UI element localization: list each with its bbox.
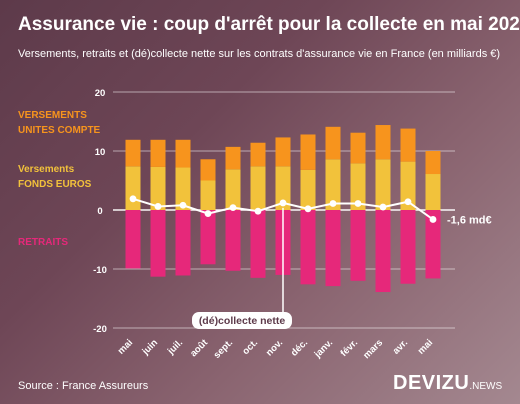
bar-unites-compte <box>325 126 341 160</box>
legend-retraits: RETRAITS <box>18 237 68 248</box>
net-label-box <box>192 312 292 329</box>
bar-fonds-euros <box>150 166 166 210</box>
annotation-layer: (dé)collecte nette -1,6 md€ <box>192 207 492 329</box>
bar-retraits <box>300 210 316 285</box>
bar-layer <box>125 125 441 293</box>
y-tick-label: -20 <box>93 324 107 335</box>
x-tick-label: juil. <box>165 337 185 357</box>
legend-uc-line2: UNITES COMPTE <box>18 125 101 136</box>
bar-unites-compte <box>150 139 166 167</box>
bar-retraits <box>125 210 141 269</box>
bar-unites-compte <box>350 132 366 164</box>
bar-retraits <box>350 210 366 281</box>
bar-retraits <box>250 210 266 278</box>
bar-retraits <box>150 210 166 277</box>
bar-unites-compte <box>200 159 216 181</box>
net-point <box>154 203 162 210</box>
bar-unites-compte <box>425 151 441 175</box>
x-tick-label: mai <box>116 337 135 356</box>
last-value-label: -1,6 md€ <box>447 214 492 226</box>
x-tick-label: févr. <box>339 337 361 359</box>
bar-unites-compte <box>175 139 191 168</box>
brand-logo: DEVIZU.NEWS <box>393 372 502 395</box>
grid-layer: 20 10 0 -10 -20 <box>93 88 455 335</box>
x-tick-label: nov. <box>264 337 285 358</box>
brand-suffix: .NEWS <box>469 381 503 392</box>
x-tick-label: août <box>188 337 211 360</box>
net-line-layer <box>129 195 437 223</box>
bar-fonds-euros <box>275 166 291 210</box>
net-point <box>204 210 212 217</box>
net-point <box>379 203 387 211</box>
net-point <box>429 216 437 223</box>
bar-retraits <box>225 210 241 271</box>
bar-retraits <box>400 210 416 284</box>
y-tick-label: 0 <box>97 206 102 217</box>
brand-name: DEVIZU <box>393 372 470 394</box>
bar-fonds-euros <box>225 169 241 210</box>
x-tick-label: avr. <box>391 337 410 356</box>
chart-subtitle: Versements, retraits et (dé)collecte net… <box>18 48 501 60</box>
net-point <box>279 199 287 207</box>
x-tick-label: oct. <box>240 337 260 357</box>
bar-retraits <box>200 210 216 265</box>
y-tick-label: 20 <box>95 88 106 99</box>
bar-retraits <box>375 210 391 293</box>
bar-fonds-euros <box>250 166 266 210</box>
bar-fonds-euros <box>425 174 441 210</box>
x-tick-label: janv. <box>312 337 335 360</box>
bar-retraits <box>175 210 191 276</box>
x-tick-label: déc. <box>289 337 310 358</box>
x-tick-label: sept. <box>212 337 235 360</box>
net-point <box>404 198 412 206</box>
label-layer: mai juin juil. août sept. oct. nov. déc. janv. fé… <box>116 337 435 361</box>
bar-fonds-euros <box>375 159 391 210</box>
x-tick-label: mai <box>416 337 435 356</box>
chart-title: Assurance vie : coup d'arrêt pour la col… <box>18 14 520 35</box>
legend-fe-line1: Versements <box>18 164 75 175</box>
y-tick-label: -10 <box>93 265 107 276</box>
x-tick-label: juin <box>140 337 161 358</box>
bar-fonds-euros <box>300 169 316 210</box>
net-label-text: (dé)collecte nette <box>199 315 286 327</box>
net-point <box>179 201 187 209</box>
source-note: Source : France Assureurs <box>18 380 149 392</box>
bar-retraits <box>425 210 441 279</box>
legend-uc-line1: VERSEMENTS <box>18 110 87 121</box>
net-point <box>329 200 337 207</box>
bar-unites-compte <box>275 137 291 167</box>
legend-fe-line2: FONDS EUROS <box>18 179 92 190</box>
bar-fonds-euros <box>350 163 366 210</box>
bar-fonds-euros <box>200 180 216 210</box>
net-point <box>254 207 262 215</box>
legend-versements-uc: VERSEMENTS UNITES COMPTE <box>18 108 100 138</box>
bar-unites-compte <box>225 146 241 170</box>
bar-fonds-euros <box>400 161 416 210</box>
bar-unites-compte <box>250 142 266 167</box>
net-point <box>304 205 312 213</box>
bar-unites-compte <box>375 125 391 160</box>
net-point <box>129 195 137 203</box>
net-point <box>354 200 362 207</box>
bar-unites-compte <box>125 139 141 167</box>
bar-fonds-euros <box>325 159 341 210</box>
net-point <box>229 204 237 212</box>
bar-retraits <box>325 210 341 287</box>
bar-fonds-euros <box>175 167 191 210</box>
y-tick-label: 10 <box>95 147 106 158</box>
bar-fonds-euros <box>125 166 141 210</box>
legend-versements-fonds-euros: Versements FONDS EUROS <box>18 162 91 192</box>
x-tick-label: mars <box>361 337 385 361</box>
bar-unites-compte <box>300 134 316 170</box>
bar-unites-compte <box>400 128 416 162</box>
